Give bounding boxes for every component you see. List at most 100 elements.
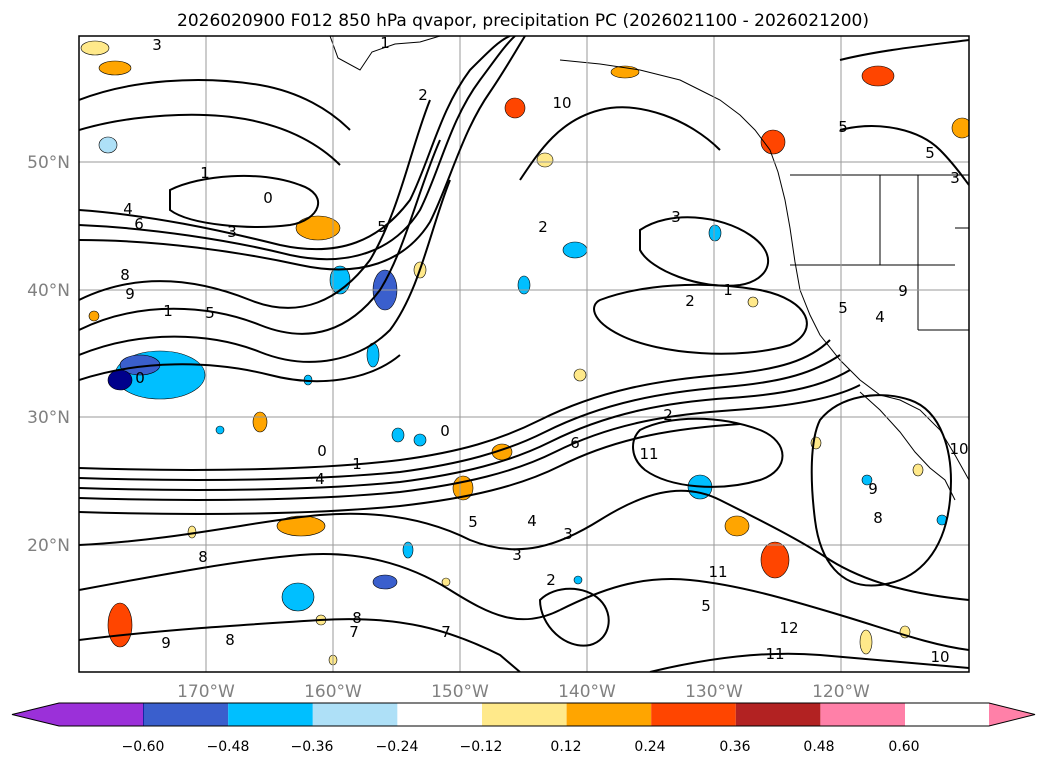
contour-label: 4 — [527, 512, 537, 530]
lat-tick-label: 20°N — [27, 536, 70, 556]
coastline-baja — [859, 391, 956, 501]
qvapor-contours — [79, 36, 969, 672]
contour-label: 4 — [123, 200, 133, 218]
colorbar-labels: −0.60 −0.48 −0.36 −0.24 −0.12 0.12 0.24 … — [122, 739, 920, 755]
contour-line — [79, 369, 851, 491]
colorbar-tick-label: 0.60 — [888, 739, 919, 755]
precip-shade — [107, 369, 133, 391]
contour-label: 7 — [441, 623, 451, 641]
contour-label: 1 — [163, 302, 173, 320]
precip-shade — [107, 602, 133, 648]
contour-line — [79, 36, 511, 251]
contour-label: 8 — [352, 609, 362, 627]
contour-label: 2 — [663, 406, 673, 424]
contour-label: 5 — [838, 299, 848, 317]
precip-shade — [573, 575, 583, 585]
precip-shade — [951, 117, 969, 139]
contour-label: 3 — [512, 546, 522, 564]
colorbar-segment — [397, 703, 482, 726]
colorbar-extend-high — [989, 703, 1035, 726]
contour-label: 6 — [570, 434, 580, 452]
contour-label: 3 — [671, 208, 681, 226]
contour-label: 2 — [538, 218, 548, 236]
contour-label: 2 — [418, 86, 428, 104]
colorbar-tick-label: −0.12 — [460, 739, 503, 755]
contour-line — [79, 354, 841, 481]
colorbar-tick-label: 0.12 — [550, 739, 581, 755]
colorbar — [11, 702, 1036, 727]
contour-line — [810, 394, 952, 587]
colorbar-segment — [566, 703, 652, 726]
colorbar-segment — [735, 703, 821, 726]
precip-shade — [80, 40, 110, 56]
contour-label: 11 — [639, 445, 658, 463]
contour-line — [649, 652, 969, 672]
contour-label: 11 — [708, 563, 727, 581]
precip-shade — [859, 629, 873, 655]
contour-line — [839, 39, 969, 186]
contour-label: 5 — [205, 304, 215, 322]
contour-line — [519, 106, 721, 181]
contour-label: 4 — [315, 470, 325, 488]
contour-line — [169, 174, 320, 228]
contour-label: 2 — [546, 571, 556, 589]
contour-label: 1 — [380, 34, 390, 52]
contour-label: 1 — [200, 164, 210, 182]
contour-label: 10 — [930, 648, 949, 666]
precip-shade — [276, 515, 326, 537]
longitude-labels: 170°W 160°W 150°W 140°W 130°W 120°W — [177, 682, 870, 702]
contour-label: 0 — [440, 422, 450, 440]
colorbar-extend-low — [12, 703, 59, 726]
lat-tick-label: 40°N — [27, 281, 70, 301]
colorbar-segment — [820, 703, 905, 726]
lon-tick-label: 150°W — [431, 682, 489, 702]
contour-label: 5 — [468, 513, 478, 531]
map-frame — [78, 35, 970, 673]
contour-line — [632, 417, 784, 488]
contour-label: 5 — [377, 218, 387, 236]
precip-shade — [760, 541, 790, 579]
contour-line — [79, 618, 521, 672]
contour-label: 8 — [120, 266, 130, 284]
colorbar-tick-label: −0.36 — [291, 739, 334, 755]
colorbar-segment — [312, 703, 398, 726]
contour-label: 12 — [779, 619, 798, 637]
precip-shade — [861, 474, 873, 486]
contour-label: 4 — [875, 308, 885, 326]
contour-label: 8 — [873, 509, 883, 527]
precip-shade — [536, 152, 554, 168]
colorbar-tick-label: 0.24 — [634, 739, 665, 755]
contour-label: 9 — [125, 285, 135, 303]
contour-line — [639, 216, 770, 287]
precip-shade — [88, 310, 100, 322]
contour-line — [593, 283, 808, 355]
contour-line — [79, 354, 401, 383]
contour-line — [79, 423, 741, 515]
contour-label: 9 — [868, 480, 878, 498]
precip-shade — [724, 515, 750, 537]
precip-shade — [372, 574, 398, 590]
contour-label: 3 — [227, 223, 237, 241]
precip-shade — [861, 65, 895, 87]
colorbar-tick-label: 0.36 — [719, 739, 750, 755]
latitude-labels: 50°N 40°N 30°N 20°N — [27, 153, 70, 556]
contour-label: 5 — [701, 597, 711, 615]
contour-label: 10 — [949, 440, 968, 458]
contour-label: 6 — [134, 215, 144, 233]
contour-line — [79, 36, 526, 271]
lon-tick-label: 170°W — [177, 682, 235, 702]
colorbar-tick-label: −0.48 — [207, 739, 250, 755]
colorbar-tick-label: 0.48 — [803, 739, 834, 755]
contour-line — [79, 79, 351, 131]
colorbar-segment — [651, 703, 736, 726]
contour-line — [79, 553, 561, 621]
colorbar-tick-label: −0.24 — [376, 739, 419, 755]
lat-tick-label: 30°N — [27, 408, 70, 428]
colorbar-segment — [482, 703, 567, 726]
precip-shade — [760, 129, 786, 155]
contour-label: 7 — [349, 623, 359, 641]
contour-label: 5 — [838, 118, 848, 136]
